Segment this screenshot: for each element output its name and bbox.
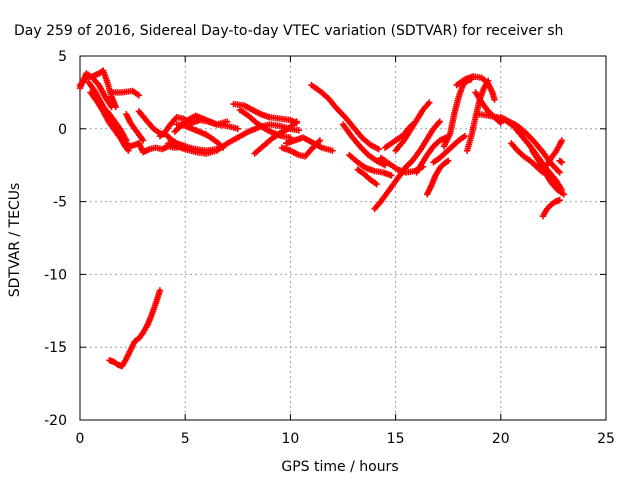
data-point — [445, 157, 452, 165]
data-point — [556, 169, 563, 176]
axis-ticks: 0 5 10 15 20 25 5 0 -5 -10 -15 -20 — [44, 49, 615, 447]
data-point — [125, 147, 132, 154]
data-point — [156, 287, 164, 294]
chart-title: Day 259 of 2016, Sidereal Day-to-day VTE… — [14, 23, 563, 39]
data-point — [139, 137, 147, 144]
x-tick-label: 5 — [181, 431, 190, 447]
data-point — [316, 137, 324, 144]
data-point — [560, 191, 568, 198]
data-series — [108, 87, 143, 99]
data-series — [346, 151, 395, 179]
data-point — [293, 118, 300, 125]
data-point — [123, 137, 130, 144]
data-series — [106, 287, 164, 370]
data-point — [558, 159, 566, 166]
data-point — [461, 132, 469, 140]
y-tick-label: -10 — [44, 267, 67, 283]
x-tick-label: 20 — [492, 431, 510, 447]
data-point — [108, 103, 115, 111]
data-point — [135, 92, 143, 99]
data-point — [375, 145, 382, 153]
data-series — [539, 196, 563, 220]
data-series — [463, 77, 492, 154]
data-series — [543, 137, 566, 169]
data-point — [558, 137, 566, 144]
data-point — [234, 125, 241, 132]
data-point — [373, 180, 380, 188]
data-series — [508, 140, 547, 176]
data-series — [497, 113, 563, 176]
data-series — [171, 112, 241, 135]
data-points — [76, 67, 568, 370]
data-point — [219, 144, 227, 151]
data-series — [529, 147, 568, 198]
data-point — [295, 127, 303, 134]
x-tick-label: 15 — [387, 431, 405, 447]
data-point — [556, 196, 563, 204]
data-series — [430, 132, 469, 166]
data-series — [278, 137, 324, 160]
x-tick-label: 25 — [597, 431, 615, 447]
y-tick-label: -15 — [44, 340, 67, 356]
data-series — [123, 111, 147, 144]
x-axis-label: GPS time / hours — [281, 459, 398, 475]
data-series — [339, 121, 389, 169]
data-point — [484, 77, 492, 84]
data-series — [354, 166, 380, 188]
y-tick-label: -20 — [44, 413, 67, 429]
y-tick-label: 0 — [58, 122, 67, 138]
data-series — [405, 118, 443, 169]
data-point — [388, 172, 395, 179]
data-point — [436, 118, 443, 125]
grid-lines — [80, 56, 606, 420]
data-point — [491, 96, 498, 103]
data-point — [329, 147, 336, 154]
x-tick-label: 10 — [281, 431, 299, 447]
data-series — [104, 108, 130, 144]
data-point — [287, 134, 294, 141]
data-series — [423, 157, 452, 198]
plot-border — [79, 55, 607, 421]
data-series — [392, 99, 433, 154]
data-series — [251, 118, 300, 157]
data-series — [76, 70, 115, 111]
y-tick-label: 5 — [58, 49, 67, 65]
y-tick-label: -5 — [53, 195, 67, 211]
data-series — [556, 157, 566, 166]
data-point — [497, 119, 504, 127]
data-series — [282, 134, 336, 154]
data-series — [308, 81, 382, 153]
y-axis-label: SDTVAR / TECUs — [7, 183, 23, 298]
data-point — [426, 99, 433, 106]
x-tick-label: 0 — [76, 431, 85, 447]
data-series — [135, 140, 185, 156]
data-series — [173, 121, 227, 151]
plot-frame — [79, 55, 607, 421]
data-series — [87, 89, 143, 150]
